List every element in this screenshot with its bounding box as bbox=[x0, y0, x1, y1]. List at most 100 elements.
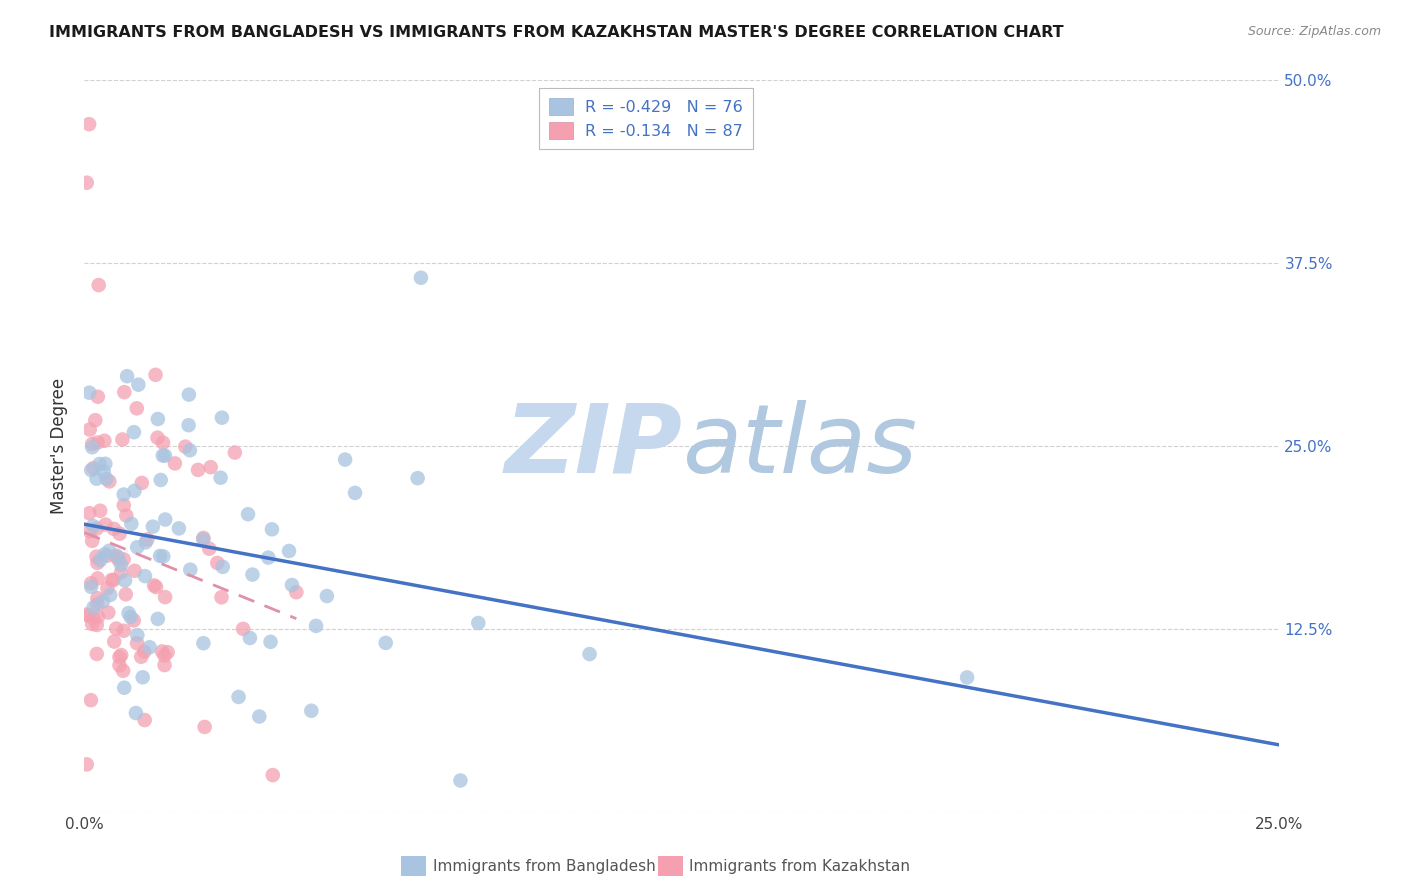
Point bbox=[193, 636, 215, 650]
Point bbox=[124, 564, 146, 578]
Point bbox=[93, 434, 115, 448]
Point bbox=[89, 504, 111, 518]
Point bbox=[76, 757, 98, 772]
Point bbox=[82, 437, 104, 451]
Point bbox=[87, 390, 110, 404]
Point bbox=[259, 635, 281, 649]
Point bbox=[262, 768, 284, 782]
Point bbox=[77, 117, 100, 131]
Point bbox=[86, 549, 108, 564]
Point bbox=[117, 606, 139, 620]
Point bbox=[86, 472, 108, 486]
Point bbox=[125, 706, 148, 720]
Point bbox=[77, 608, 100, 623]
Point bbox=[143, 578, 166, 592]
Point bbox=[187, 463, 209, 477]
Point bbox=[211, 410, 233, 425]
Point bbox=[122, 425, 145, 439]
Point bbox=[82, 533, 104, 548]
Point bbox=[98, 543, 121, 558]
Point bbox=[194, 720, 217, 734]
Point bbox=[122, 614, 145, 628]
Point bbox=[242, 567, 264, 582]
Point bbox=[94, 517, 117, 532]
Point bbox=[145, 368, 167, 382]
Point bbox=[344, 486, 367, 500]
Point bbox=[449, 773, 471, 788]
Point bbox=[174, 440, 197, 454]
Text: Immigrants from Kazakhstan: Immigrants from Kazakhstan bbox=[689, 859, 910, 873]
Point bbox=[956, 670, 979, 684]
Point bbox=[125, 401, 148, 416]
Point bbox=[103, 522, 125, 536]
Point bbox=[134, 713, 156, 727]
Point bbox=[112, 664, 135, 678]
Point bbox=[82, 617, 104, 632]
Point bbox=[299, 704, 322, 718]
Point bbox=[105, 622, 128, 636]
Point bbox=[285, 585, 308, 599]
Point bbox=[278, 544, 301, 558]
Point bbox=[257, 550, 280, 565]
Point bbox=[260, 522, 283, 536]
Point bbox=[305, 619, 328, 633]
Point bbox=[87, 610, 110, 624]
Point bbox=[177, 418, 200, 433]
Point bbox=[94, 457, 117, 471]
Point bbox=[136, 533, 159, 547]
Point bbox=[111, 433, 134, 447]
Point bbox=[578, 647, 600, 661]
Point bbox=[112, 385, 135, 400]
Point bbox=[77, 385, 100, 400]
Point bbox=[333, 452, 356, 467]
Point bbox=[96, 549, 118, 563]
Point bbox=[156, 645, 179, 659]
Point bbox=[89, 553, 111, 567]
Point bbox=[152, 435, 174, 450]
Point bbox=[153, 648, 176, 663]
Point bbox=[142, 519, 165, 533]
Point bbox=[112, 681, 135, 695]
Point bbox=[83, 461, 105, 475]
Point bbox=[105, 549, 128, 563]
Point bbox=[86, 571, 108, 585]
Point bbox=[112, 487, 135, 501]
Point bbox=[232, 622, 254, 636]
Point bbox=[86, 435, 108, 450]
Point bbox=[112, 498, 135, 512]
Point bbox=[115, 508, 138, 523]
Point bbox=[236, 507, 259, 521]
Point bbox=[79, 524, 101, 539]
Point bbox=[98, 475, 121, 489]
Text: ZIP: ZIP bbox=[503, 400, 682, 492]
Point bbox=[138, 640, 160, 655]
Point bbox=[80, 463, 103, 477]
Point bbox=[76, 176, 98, 190]
Point bbox=[207, 556, 229, 570]
Point bbox=[79, 422, 101, 436]
Point bbox=[107, 549, 129, 564]
Point bbox=[193, 531, 215, 545]
Point bbox=[179, 443, 201, 458]
Point bbox=[193, 533, 215, 547]
Point bbox=[82, 611, 104, 625]
Point bbox=[110, 648, 132, 662]
Point bbox=[82, 440, 104, 454]
Point bbox=[86, 618, 108, 632]
Text: atlas: atlas bbox=[682, 400, 917, 492]
Text: IMMIGRANTS FROM BANGLADESH VS IMMIGRANTS FROM KAZAKHSTAN MASTER'S DEGREE CORRELA: IMMIGRANTS FROM BANGLADESH VS IMMIGRANTS… bbox=[49, 25, 1064, 40]
Point bbox=[127, 628, 149, 642]
Point bbox=[103, 634, 125, 648]
Point bbox=[198, 541, 221, 556]
Point bbox=[125, 636, 148, 650]
Point bbox=[107, 552, 129, 566]
Point bbox=[211, 559, 233, 574]
Point bbox=[129, 649, 152, 664]
Point bbox=[108, 526, 131, 541]
Point bbox=[131, 670, 153, 684]
Point bbox=[134, 569, 156, 583]
Point bbox=[153, 449, 176, 463]
Point bbox=[467, 615, 489, 630]
Point bbox=[86, 591, 108, 606]
Point bbox=[80, 576, 103, 591]
